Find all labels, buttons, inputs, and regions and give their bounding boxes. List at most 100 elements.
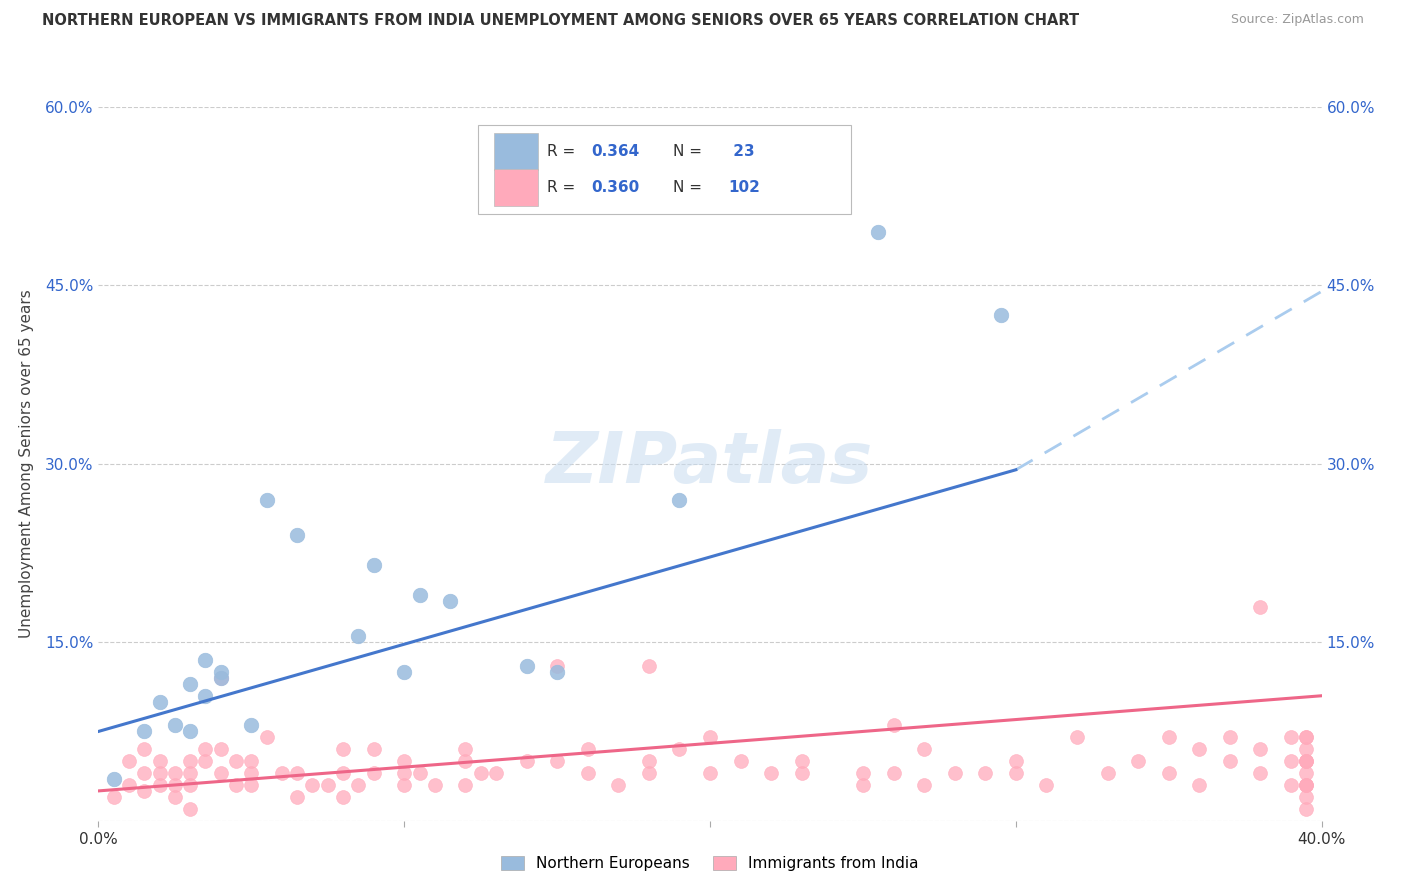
Point <box>546 659 568 673</box>
Point <box>1004 754 1026 768</box>
Point <box>759 766 782 780</box>
Point <box>179 802 201 816</box>
Point <box>485 766 508 780</box>
Point <box>607 778 630 792</box>
Text: N =: N = <box>673 180 707 195</box>
Point <box>332 742 354 756</box>
Point <box>852 778 875 792</box>
Point <box>408 588 430 602</box>
Y-axis label: Unemployment Among Seniors over 65 years: Unemployment Among Seniors over 65 years <box>18 290 34 638</box>
Point <box>1188 778 1211 792</box>
Point <box>332 789 354 804</box>
FancyBboxPatch shape <box>478 125 851 214</box>
Point <box>1279 778 1302 792</box>
Point <box>516 754 538 768</box>
Point <box>209 766 232 780</box>
Point <box>194 742 217 756</box>
Point <box>149 766 172 780</box>
Point <box>439 593 461 607</box>
Point <box>270 766 292 780</box>
Legend: Northern Europeans, Immigrants from India: Northern Europeans, Immigrants from Indi… <box>495 850 925 877</box>
Text: N =: N = <box>673 144 707 159</box>
Point <box>285 789 308 804</box>
Point <box>668 492 690 507</box>
Point <box>240 766 263 780</box>
Point <box>546 665 568 679</box>
Point <box>285 766 308 780</box>
Point <box>1295 778 1317 792</box>
Point <box>363 766 385 780</box>
Point <box>974 766 997 780</box>
Text: 23: 23 <box>728 144 755 159</box>
Point <box>1295 754 1317 768</box>
Point <box>194 689 217 703</box>
Point <box>225 778 247 792</box>
Point <box>209 665 232 679</box>
Point <box>943 766 966 780</box>
Point <box>1295 778 1317 792</box>
Point <box>1279 754 1302 768</box>
Point <box>163 718 186 732</box>
Point <box>363 742 385 756</box>
Text: R =: R = <box>547 180 581 195</box>
Point <box>149 695 172 709</box>
Point <box>1097 766 1119 780</box>
Point <box>209 671 232 685</box>
Point <box>194 653 217 667</box>
Point <box>240 718 263 732</box>
Point <box>134 742 156 756</box>
Point <box>285 528 308 542</box>
Point <box>699 766 721 780</box>
Point <box>912 742 935 756</box>
Point <box>423 778 446 792</box>
Point <box>576 766 599 780</box>
Point <box>163 766 186 780</box>
Point <box>1295 731 1317 745</box>
Point <box>1295 766 1317 780</box>
Point <box>1004 766 1026 780</box>
Point <box>868 225 890 239</box>
Point <box>454 742 477 756</box>
Text: Source: ZipAtlas.com: Source: ZipAtlas.com <box>1230 13 1364 27</box>
Text: 0.364: 0.364 <box>592 144 640 159</box>
Point <box>1295 802 1317 816</box>
Text: ZIPatlas: ZIPatlas <box>547 429 873 499</box>
Point <box>1279 731 1302 745</box>
Point <box>103 772 125 786</box>
Point <box>470 766 492 780</box>
Point <box>1249 766 1271 780</box>
Point <box>392 766 416 780</box>
Point <box>912 778 935 792</box>
Point <box>1295 754 1317 768</box>
Point <box>134 766 156 780</box>
Point <box>1066 731 1088 745</box>
Point <box>1219 731 1241 745</box>
Point <box>1219 754 1241 768</box>
Point <box>163 789 186 804</box>
Point <box>1157 766 1180 780</box>
Point <box>990 308 1012 322</box>
FancyBboxPatch shape <box>494 169 537 206</box>
Point <box>1035 778 1057 792</box>
Point <box>637 754 661 768</box>
Point <box>179 766 201 780</box>
Point <box>179 754 201 768</box>
Point <box>699 731 721 745</box>
Point <box>546 754 568 768</box>
Point <box>225 754 247 768</box>
Point <box>149 778 172 792</box>
Text: R =: R = <box>547 144 581 159</box>
Point <box>668 742 690 756</box>
Point <box>392 778 416 792</box>
Point <box>347 629 370 643</box>
Point <box>637 766 661 780</box>
Point <box>301 778 323 792</box>
Point <box>316 778 339 792</box>
Point <box>1295 778 1317 792</box>
Point <box>179 677 201 691</box>
Point <box>730 754 752 768</box>
Point <box>347 778 370 792</box>
Point <box>883 766 905 780</box>
Point <box>1249 742 1271 756</box>
Point <box>134 784 156 798</box>
